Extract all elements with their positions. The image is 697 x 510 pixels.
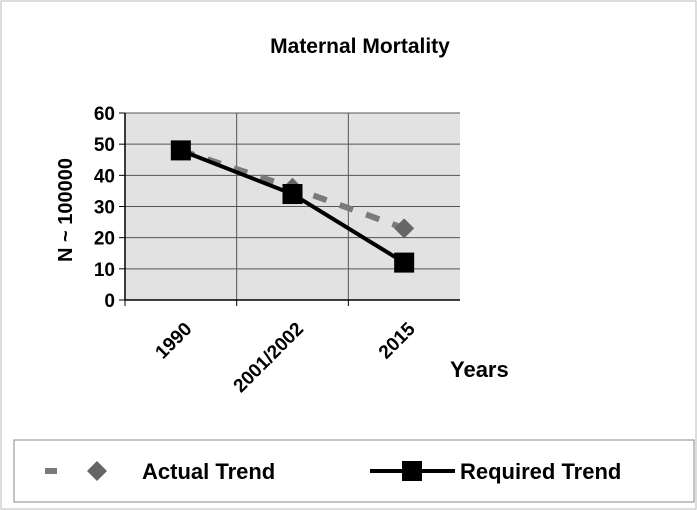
square-marker bbox=[170, 140, 191, 161]
y-tick-label: 40 bbox=[94, 166, 115, 187]
legend-label: Required Trend bbox=[460, 459, 621, 484]
square-marker bbox=[282, 184, 303, 205]
y-axis-label: N ~ 100000 bbox=[55, 158, 77, 262]
y-tick-label: 60 bbox=[94, 104, 115, 125]
legend-marker bbox=[87, 461, 107, 481]
legend-label: Actual Trend bbox=[142, 459, 275, 484]
x-axis-label: Years bbox=[450, 357, 509, 382]
y-tick-label: 50 bbox=[94, 135, 115, 156]
diamond-marker bbox=[394, 218, 415, 239]
y-tick-label: 0 bbox=[104, 291, 115, 312]
legend-marker bbox=[402, 461, 422, 481]
y-tick-label: 30 bbox=[94, 198, 115, 219]
chart-title: Maternal Mortality bbox=[270, 35, 450, 58]
y-tick-label: 10 bbox=[94, 260, 115, 281]
y-tick-label: 20 bbox=[94, 229, 115, 250]
legend-box bbox=[13, 439, 695, 503]
square-marker bbox=[394, 252, 415, 273]
